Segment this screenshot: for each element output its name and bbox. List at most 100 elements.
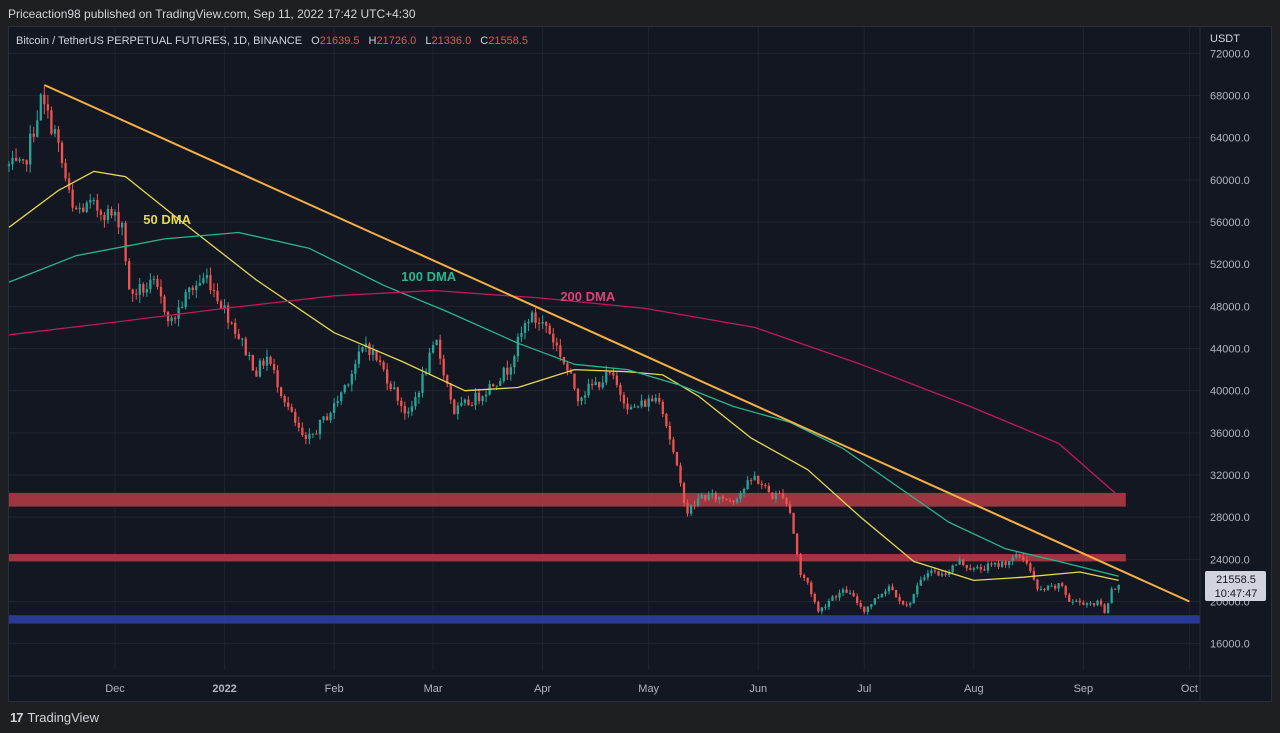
candle-body <box>1093 603 1095 605</box>
candle-body <box>209 275 211 290</box>
candle-body <box>450 384 452 400</box>
candle-body <box>1089 603 1091 604</box>
y-tick-label: 40000.0 <box>1210 386 1250 398</box>
candle-body <box>177 307 179 318</box>
candle-body <box>195 285 197 290</box>
candle-body <box>467 400 469 405</box>
candle-body <box>513 356 515 367</box>
candle-body <box>807 578 809 583</box>
candle-body <box>722 497 724 499</box>
x-tick-label: Aug <box>964 683 984 695</box>
tradingview-footer[interactable]: 17 TradingView <box>10 709 99 725</box>
candle-body <box>609 372 611 373</box>
candle-body <box>50 110 52 133</box>
candle-body <box>860 603 862 607</box>
candle-body <box>64 163 66 179</box>
candle-body <box>100 211 102 215</box>
candle-body <box>156 279 158 287</box>
candle-body <box>485 395 487 397</box>
candle-body <box>930 570 932 573</box>
candle-body <box>711 493 713 494</box>
candle-body <box>298 423 300 428</box>
high-label: H <box>369 35 377 47</box>
candle-body <box>167 312 169 321</box>
candle-body <box>1047 586 1049 590</box>
x-tick-label: Jul <box>857 683 871 695</box>
candle-body <box>944 574 946 575</box>
candle-body <box>732 501 734 503</box>
candle-body <box>107 209 109 220</box>
candle-body <box>683 483 685 503</box>
candle-body <box>404 406 406 413</box>
candle-body <box>602 383 604 388</box>
candle-body <box>89 200 91 202</box>
y-tick-label: 60000.0 <box>1210 175 1250 187</box>
y-tick-label: 32000.0 <box>1210 470 1250 482</box>
candle-body <box>782 493 784 498</box>
candle-body <box>916 585 918 594</box>
candle-body <box>216 291 218 302</box>
candle-body <box>499 381 501 386</box>
bar-countdown: 10:47:47 <box>1215 588 1258 600</box>
candle-body <box>796 534 798 555</box>
x-tick-label: Jun <box>749 683 767 695</box>
candle-body <box>817 602 819 611</box>
candle-body <box>397 387 399 400</box>
candle-body <box>390 384 392 389</box>
candle-body <box>898 597 900 601</box>
candle-body <box>1107 603 1109 613</box>
candle-body <box>329 413 331 420</box>
candle-body <box>181 307 183 308</box>
candle-body <box>884 591 886 593</box>
candle-body <box>701 495 703 498</box>
candle-body <box>715 493 717 499</box>
candle-body <box>308 434 310 439</box>
x-tick-label: Mar <box>424 683 443 695</box>
candle-body <box>542 322 544 323</box>
candle-body <box>983 569 985 570</box>
candle-body <box>559 345 561 357</box>
candle-body <box>573 374 575 389</box>
candle-body <box>8 164 10 166</box>
candle-body <box>810 582 812 593</box>
candle-body <box>934 570 936 571</box>
candle-body <box>245 339 247 356</box>
candle-body <box>188 288 190 292</box>
candle-body <box>718 497 720 500</box>
candle-body <box>443 359 445 376</box>
candle-body <box>248 355 250 356</box>
candle-body <box>704 495 706 500</box>
candle-body <box>906 604 908 605</box>
candle-body <box>252 355 254 371</box>
candle-body <box>842 590 844 593</box>
candle-body <box>888 586 890 591</box>
candle-body <box>460 403 462 406</box>
candle-body <box>775 493 777 499</box>
price-zone <box>9 493 1126 507</box>
50-dma-line <box>9 171 1119 580</box>
candle-body <box>124 223 126 261</box>
candle-body <box>414 397 416 406</box>
candle-body <box>990 564 992 565</box>
candle-body <box>301 428 303 435</box>
candle-body <box>552 334 554 343</box>
candle-body <box>838 593 840 598</box>
candle-body <box>379 360 381 362</box>
price-zone <box>9 554 1126 561</box>
candle-body <box>386 369 388 383</box>
last-price-tag: 21558.5 10:47:47 <box>1205 571 1266 601</box>
candle-body <box>26 160 28 164</box>
candle-body <box>418 393 420 397</box>
candle-body <box>824 607 826 608</box>
y-tick-label: 64000.0 <box>1210 133 1250 145</box>
candle-body <box>973 568 975 569</box>
candle-body <box>799 554 801 575</box>
candle-body <box>835 596 837 597</box>
candle-body <box>580 398 582 402</box>
candle-body <box>736 499 738 502</box>
100-dma-line <box>9 233 1119 577</box>
x-tick-label: Apr <box>534 683 551 695</box>
candle-body <box>238 334 240 339</box>
candle-body <box>478 393 480 401</box>
